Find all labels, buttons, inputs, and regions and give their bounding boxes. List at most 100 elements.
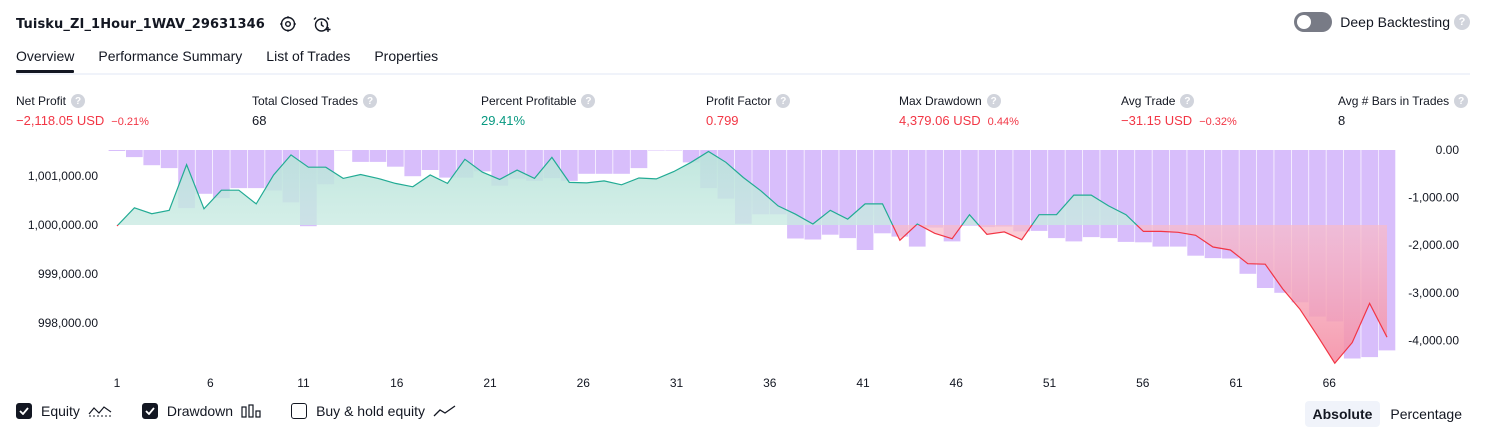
x-axis-tick-label: 26 [577,376,591,390]
metric-label: Percent Profitable [481,94,577,108]
drawdown-bar [1169,150,1187,247]
equity-line-up [117,150,1138,225]
drawdown-bar [230,150,248,189]
metric-label: Max Drawdown [899,94,982,108]
right-axis-tick-label: -1,000.00 [1408,191,1459,205]
equity-area-up [117,151,1387,225]
drawdown-bar [1030,150,1048,231]
equity-line-icon [88,404,112,418]
drawdown-bars-icon [241,404,261,418]
drawdown-bar [630,150,648,169]
drawdown-bar [1013,150,1030,232]
metric-total-closed-trades: Total Closed Trades? 68 [252,94,378,128]
right-axis-tick-label: -4,000.00 [1408,333,1459,347]
x-axis-tick-label: 31 [670,376,684,390]
help-icon[interactable]: ? [776,94,791,108]
x-axis-tick-label: 16 [390,376,404,390]
x-axis-tick-label: 51 [1043,376,1057,390]
tab-overview[interactable]: Overview [16,48,75,73]
drawdown-bar [439,150,456,178]
add-alert-icon[interactable] [311,13,333,35]
metric-value: 4,379.06 USD [899,113,981,128]
drawdown-bar [561,150,578,181]
drawdown-bar [665,150,683,151]
right-axis: 0.00 -1,000.00 -2,000.00 -3,000.00 -4,000.00 [1408,143,1459,347]
metric-percent: 0.44% [987,116,1019,128]
metric-value: 0.799 [706,113,739,128]
equity-checkbox[interactable] [16,403,32,419]
drawdown-bar [1135,150,1152,243]
x-axis-tick-label: 66 [1323,376,1337,390]
drawdown-bar [195,150,213,194]
equity-line-down [116,225,1388,365]
right-axis-tick-label: -2,000.00 [1408,238,1459,252]
drawdown-bar [648,150,665,151]
equity-area-down [117,225,1387,364]
legend-buy-hold[interactable]: Buy & hold equity [291,403,457,419]
help-icon[interactable]: ? [1180,94,1195,108]
help-icon[interactable]: ? [581,94,596,108]
absolute-mode-button[interactable]: Absolute [1304,401,1381,427]
drawdown-bar [891,150,909,237]
drawdown-bar [143,150,161,166]
deep-backtesting-toggle[interactable] [1294,12,1333,32]
help-icon[interactable]: ? [986,94,1001,108]
drawdown-bar [595,150,613,174]
drawdown-bar [613,150,630,174]
right-axis-tick-label: 0.00 [1436,143,1460,157]
toggle-knob [1297,15,1312,29]
drawdown-bar [856,150,874,250]
drawdown-bar [247,150,265,189]
settings-icon[interactable] [277,13,299,35]
legend-equity[interactable]: Equity [16,403,112,419]
x-axis-tick-label: 41 [856,376,870,390]
right-axis-tick-label: -3,000.00 [1408,286,1459,300]
metric-value: 8 [1338,113,1346,128]
drawdown-bar [1117,150,1135,242]
equity-label: Equity [41,403,80,419]
chart-legend: Equity Drawdown Buy & hold equity [16,403,487,419]
x-axis-tick-label: 21 [483,376,497,390]
metric-label: Total Closed Trades [252,94,359,108]
x-axis: 1 6 11 16 21 26 31 36 41 46 51 56 61 66 [114,376,1337,390]
buy-hold-label: Buy & hold equity [316,403,426,419]
drawdown-checkbox[interactable] [141,403,158,419]
metric-max-drawdown: Max Drawdown? 4,379.06 USD 0.44% [899,94,1019,128]
drawdown-bar [978,150,996,228]
percentage-mode-button[interactable]: Percentage [1390,406,1462,422]
deep-backtesting-control: Deep Backtesting ? [1294,12,1470,32]
metric-value: −2,118.05 USD [16,113,105,128]
help-icon[interactable]: ? [363,94,378,108]
equity-drawdown-chart[interactable]: 998,000.00 999,000.00 1,000,000.00 1,001,00… [0,140,1486,396]
tab-list-of-trades[interactable]: List of Trades [266,48,351,64]
metric-value: 68 [252,113,267,128]
left-axis-tick-label: 1,000,000.00 [28,218,98,232]
metric-avg-trade: Avg Trade? −31.15 USD −0.32% [1121,94,1237,128]
drawdown-bar [160,150,178,169]
help-icon[interactable]: ? [1454,94,1469,108]
drawdown-bar [943,150,961,242]
drawdown-bar [787,150,804,239]
left-axis-tick-label: 999,000.00 [38,267,98,281]
x-axis-tick-label: 56 [1136,376,1150,390]
tab-properties[interactable]: Properties [374,48,439,64]
x-axis-tick-label: 1 [114,376,121,390]
buy-hold-line-icon [433,404,457,418]
drawdown-bar [508,150,526,179]
legend-drawdown[interactable]: Drawdown [141,403,261,419]
drawdown-bar [769,150,787,215]
drawdown-bar [369,150,387,162]
help-icon[interactable]: ? [1454,14,1470,30]
left-axis-tick-label: 998,000.00 [38,316,98,330]
help-icon[interactable]: ? [71,94,86,108]
drawdown-bar [908,150,926,247]
drawdown-label: Drawdown [166,403,234,419]
drawdown-bar [126,150,143,158]
tab-performance-summary[interactable]: Performance Summary [98,48,243,64]
metric-label: Avg # Bars in Trades [1338,94,1450,108]
deep-backtesting-label: Deep Backtesting [1340,14,1450,30]
left-axis: 998,000.00 999,000.00 1,000,000.00 1,001,00… [28,169,98,330]
strategy-header: Tuisku_ZI_1Hour_1WAV_29631346 [16,11,333,37]
drawdown-bar [213,150,230,199]
buy-hold-checkbox[interactable] [291,403,308,419]
